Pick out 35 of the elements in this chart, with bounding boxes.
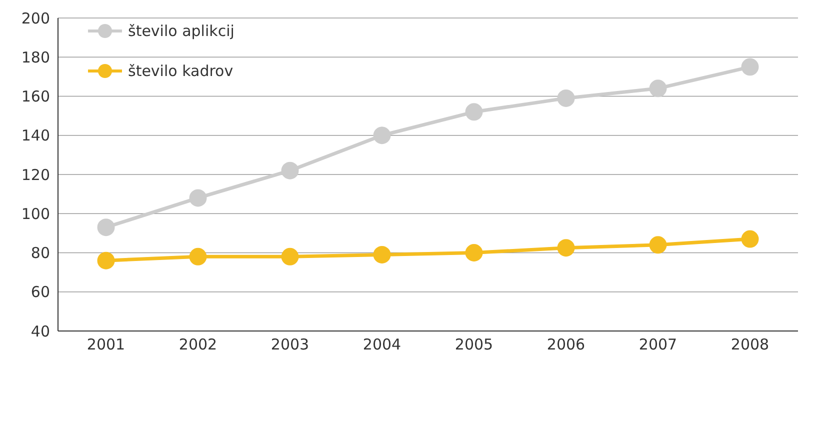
legend-label: število aplikcij (128, 22, 234, 40)
y-tick-label: 140 (21, 126, 50, 145)
point (189, 189, 207, 207)
x-tick-label: 2007 (638, 336, 678, 354)
point (741, 230, 759, 248)
y-tick-label: 160 (21, 88, 50, 106)
point (557, 239, 575, 257)
y-tick-label: 180 (21, 48, 50, 66)
point (741, 58, 759, 76)
y-tick-label: 40 (30, 322, 50, 340)
x-tick-label: 2006 (546, 336, 586, 354)
point (373, 246, 391, 264)
legend-label: število kadrov (128, 62, 234, 80)
point (373, 126, 391, 144)
x-tick-label: 2005 (454, 336, 494, 354)
point (465, 244, 483, 262)
y-tick-label: 200 (21, 9, 50, 28)
x-tick-label: 2008 (730, 336, 770, 354)
point (465, 103, 483, 121)
y-tick-label: 60 (30, 283, 50, 302)
point (189, 248, 207, 266)
y-tick-label: 100 (21, 204, 50, 223)
y-tick-label: 80 (30, 244, 50, 262)
point (649, 236, 667, 254)
y-tick-label: 120 (21, 166, 50, 184)
x-tick-label: 2002 (178, 336, 218, 354)
point (649, 80, 667, 98)
point (97, 218, 115, 236)
x-tick-label: 2003 (270, 336, 310, 354)
point (97, 252, 115, 270)
x-tick-label: 2004 (362, 336, 402, 354)
point (281, 248, 299, 266)
x-tick-label: 2001 (86, 336, 126, 354)
point (281, 162, 299, 180)
point (557, 89, 575, 107)
